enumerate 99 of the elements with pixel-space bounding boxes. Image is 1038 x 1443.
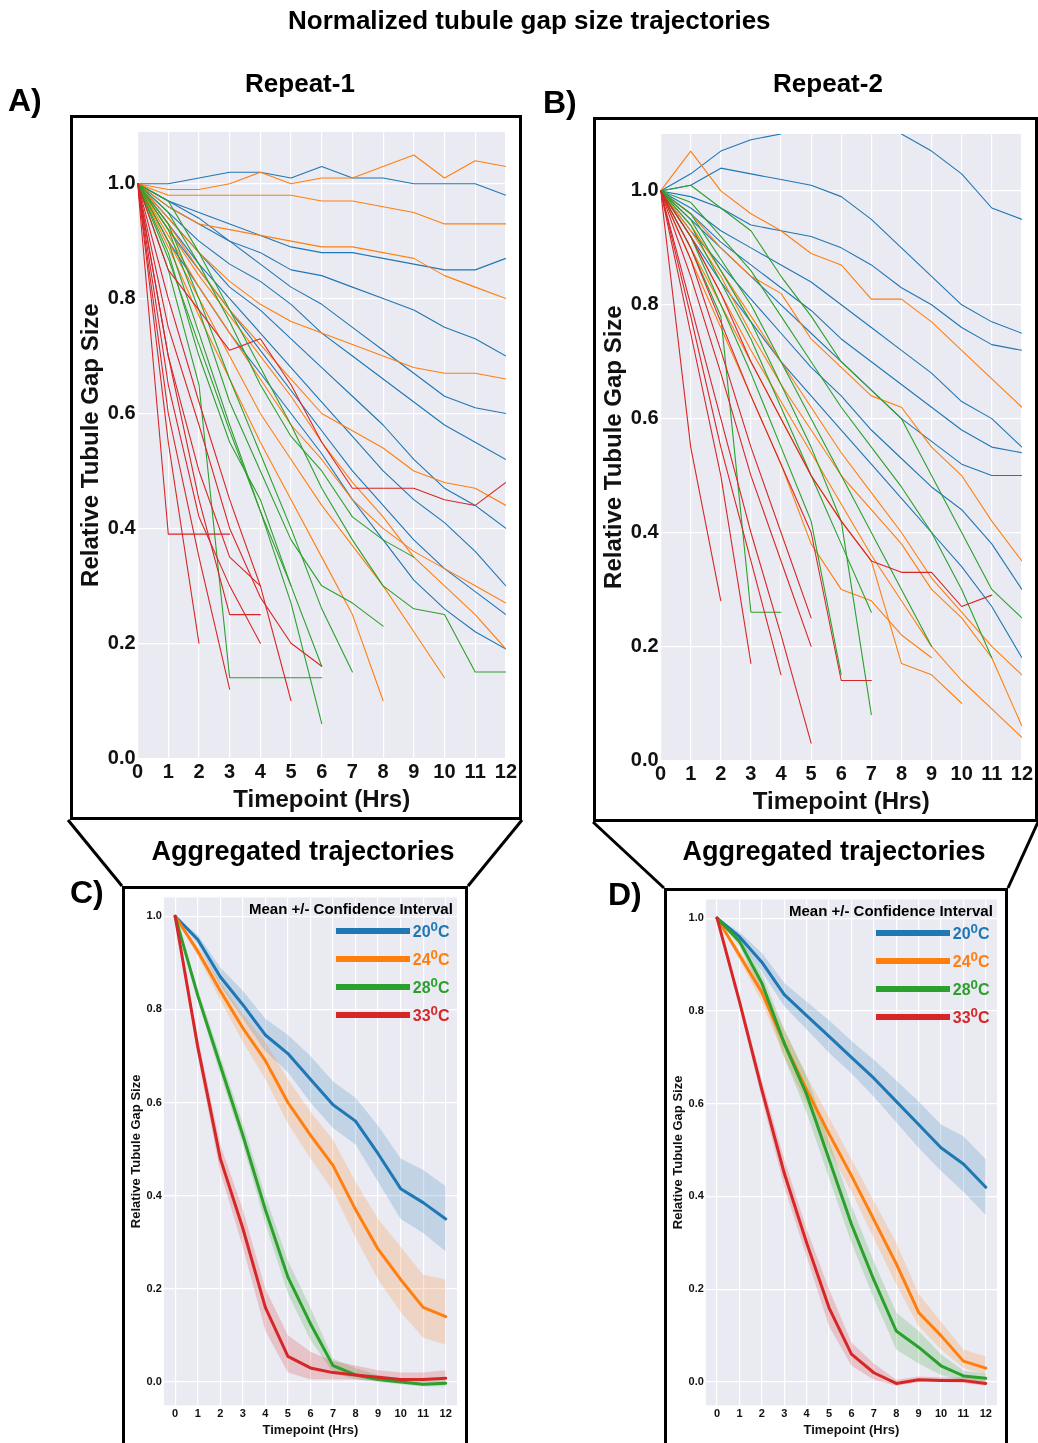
x-tick-label: 6 (835, 761, 847, 784)
x-tick-label: 0 (172, 1406, 179, 1419)
y-tick-label: 0.2 (146, 1281, 162, 1294)
y-tick-label: 0.6 (107, 401, 136, 424)
x-tick-label: 9 (915, 1406, 922, 1419)
y-tick-label: 0.6 (688, 1096, 704, 1109)
x-tick-label: 7 (329, 1406, 337, 1419)
x-tick-label: 11 (957, 1406, 970, 1419)
y-tick-label: 0.8 (630, 292, 659, 315)
x-tick-label: 7 (870, 1406, 877, 1419)
x-tick-label: 10 (433, 759, 456, 782)
x-axis-title: Timepoint (Hrs) (262, 1421, 359, 1437)
x-tick-label: 9 (926, 761, 938, 784)
x-tick-label: 2 (758, 1406, 765, 1419)
x-tick-label: 8 (893, 1406, 900, 1419)
x-tick-label: 8 (377, 759, 389, 782)
x-axis-title: Timepoint (Hrs) (803, 1421, 900, 1437)
legend-label: 24$^{0}$C (952, 949, 991, 972)
x-tick-label: 1 (736, 1406, 743, 1419)
chart-title: Repeat-1 (245, 68, 355, 99)
legend-label: 28$^{0}$C (952, 977, 991, 1000)
y-tick-label: 1.0 (630, 178, 659, 201)
x-tick-label: 12 (439, 1406, 452, 1419)
chart-title: Aggregated trajectories (682, 836, 986, 867)
x-tick-label: 4 (803, 1406, 811, 1419)
y-tick-label: 0.4 (630, 520, 660, 543)
x-tick-label: 5 (805, 761, 817, 784)
y-axis-title: Relative Tubule Gap Size (670, 1075, 686, 1230)
text: B) (543, 84, 577, 121)
legend-label: 20$^{0}$C (952, 921, 991, 944)
x-tick-label: 6 (316, 759, 328, 782)
y-tick-label: 0.8 (688, 1003, 704, 1016)
x-tick-label: 10 (950, 761, 973, 784)
y-tick-label: 0.0 (146, 1374, 162, 1387)
text: C) (70, 874, 104, 911)
y-tick-label: 0.6 (630, 406, 659, 429)
x-tick-label: 2 (715, 761, 727, 784)
y-tick-label: 1.0 (688, 911, 704, 924)
x-tick-label: 5 (284, 1406, 291, 1419)
legend-label: 20$^{0}$C (412, 919, 451, 942)
x-tick-label: 9 (408, 759, 420, 782)
x-tick-label: 2 (193, 759, 205, 782)
y-tick-label: 0.4 (107, 515, 137, 538)
x-tick-label: 3 (781, 1406, 788, 1419)
x-tick-label: 10 (934, 1406, 948, 1419)
chart-title: Repeat-2 (773, 68, 883, 99)
legend-label: 24$^{0}$C (412, 947, 451, 970)
legend-label: 28$^{0}$C (412, 975, 451, 998)
y-tick-label: 1.0 (146, 909, 162, 922)
legend-title: Mean +/- Confidence Interval (249, 899, 453, 917)
x-tick-label: 7 (865, 761, 877, 784)
y-tick-label: 0.4 (688, 1189, 705, 1202)
x-tick-label: 0 (714, 1406, 721, 1419)
x-tick-label: 11 (464, 759, 486, 782)
x-tick-label: 9 (375, 1406, 382, 1419)
y-tick-label: 0.8 (107, 286, 136, 309)
x-tick-label: 1 (685, 761, 697, 784)
x-tick-label: 4 (254, 759, 267, 782)
legend-label: 33$^{0}$C (952, 1005, 991, 1028)
y-tick-label: 0.2 (630, 633, 659, 656)
x-tick-label: 3 (224, 759, 236, 782)
y-tick-label: 1.0 (107, 171, 136, 194)
x-tick-label: 11 (417, 1406, 429, 1419)
y-axis-title: Relative Tubule Gap Size (599, 305, 627, 589)
chart-title: Aggregated trajectories (151, 836, 455, 867)
y-tick-label: 0.0 (688, 1375, 704, 1388)
y-axis-title: Relative Tubule Gap Size (128, 1074, 144, 1229)
x-tick-label: 12 (979, 1406, 992, 1419)
text: Normalized tubule gap size trajectories (288, 5, 771, 36)
x-tick-label: 6 (307, 1406, 314, 1419)
x-tick-label: 7 (346, 759, 358, 782)
y-tick-label: 0.6 (146, 1095, 162, 1108)
x-tick-label: 5 (285, 759, 297, 782)
x-tick-label: 4 (775, 761, 788, 784)
x-tick-label: 4 (262, 1406, 270, 1419)
x-axis-title: Timepoint (Hrs) (752, 787, 930, 815)
x-tick-label: 1 (162, 759, 174, 782)
text: A) (8, 82, 42, 119)
y-tick-label: 0.2 (107, 630, 136, 653)
x-tick-label: 8 (352, 1406, 359, 1419)
x-tick-label: 12 (1010, 761, 1033, 784)
y-axis-title: Relative Tubule Gap Size (76, 303, 104, 587)
x-axis-title: Timepoint (Hrs) (233, 785, 411, 813)
legend-label: 33$^{0}$C (412, 1003, 451, 1026)
x-tick-label: 5 (825, 1406, 833, 1419)
x-tick-label: 1 (194, 1406, 201, 1419)
legend-title: Mean +/- Confidence Interval (789, 901, 993, 919)
x-tick-label: 3 (745, 761, 757, 784)
x-tick-label: 2 (217, 1406, 224, 1419)
x-tick-label: 10 (394, 1406, 407, 1419)
text: D) (608, 876, 642, 913)
x-tick-label: 12 (494, 759, 517, 782)
x-tick-label: 11 (981, 761, 1003, 784)
x-tick-label: 8 (895, 761, 908, 784)
y-tick-label: 0.8 (146, 1002, 162, 1015)
y-tick-label: 0.2 (688, 1282, 704, 1295)
x-tick-label: 6 (848, 1406, 855, 1419)
x-tick-label: 3 (239, 1406, 246, 1419)
y-tick-label: 0.4 (146, 1188, 163, 1201)
